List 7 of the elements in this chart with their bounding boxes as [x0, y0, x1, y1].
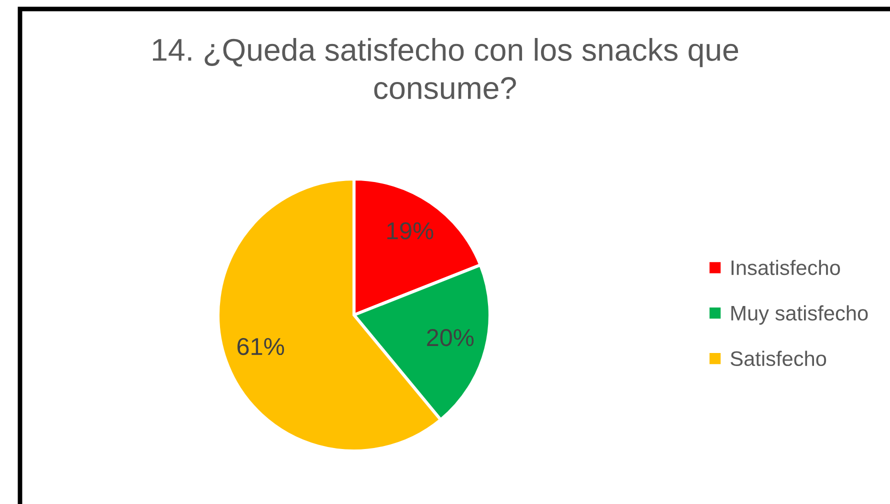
data-label: 20% — [427, 329, 474, 346]
legend-label: Insatisfecho — [732, 260, 840, 276]
data-label: 19% — [387, 222, 434, 240]
legend-label: Muy satisfecho — [731, 305, 868, 325]
data-label: 61% — [238, 338, 284, 356]
legend-label: Satisfecho — [730, 350, 826, 366]
chart-title: 14. ¿Queda satisfecho con los snacks que consume? — [152, 38, 738, 100]
